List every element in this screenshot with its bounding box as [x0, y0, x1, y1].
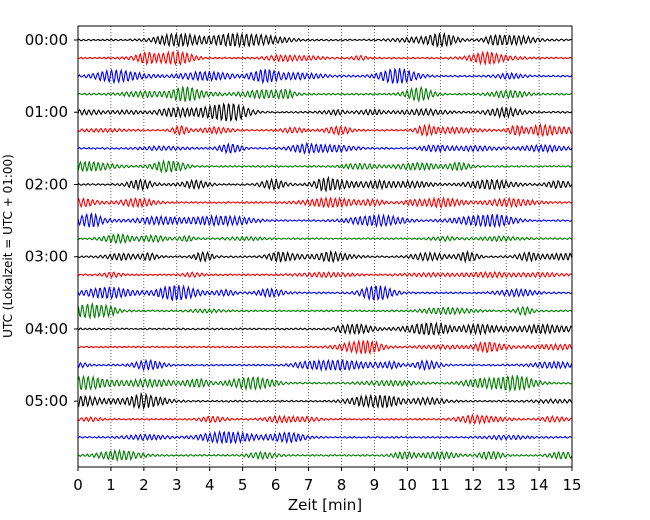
y-tick-label: 04:00 [25, 320, 68, 338]
x-tick-label: 3 [172, 476, 182, 494]
x-tick-label: 7 [304, 476, 314, 494]
plot-frame [77, 25, 573, 468]
seismogram-traces [77, 31, 573, 463]
trace-row [77, 284, 572, 302]
y-tick-label: 01:00 [25, 103, 68, 121]
trace-row [77, 196, 572, 209]
trace-row [77, 158, 572, 174]
trace-row [77, 233, 572, 245]
x-tick-label: 4 [205, 476, 215, 494]
trace-row [77, 249, 573, 264]
trace-row [77, 270, 572, 279]
trace-row [77, 175, 573, 193]
trace-row [77, 31, 572, 49]
x-tick-label: 12 [464, 476, 483, 494]
trace-row [77, 212, 572, 229]
x-tick-label: 10 [398, 476, 417, 494]
x-tick-label: 0 [73, 476, 83, 494]
trace-row [77, 391, 573, 411]
trace-row [77, 102, 572, 123]
y-axis-ticks: 00:00 01:00 02:00 03:00 04:00 05:00 [25, 31, 78, 410]
trace-row [77, 67, 573, 85]
x-tick-label: 11 [431, 476, 450, 494]
x-axis-label: Zeit [min] [288, 496, 362, 514]
trace-row [77, 321, 573, 336]
trace-row [77, 141, 573, 155]
x-tick-label: 8 [337, 476, 347, 494]
trace-row [77, 429, 572, 445]
trace-row [77, 85, 572, 104]
trace-row [77, 49, 572, 67]
y-tick-label: 03:00 [25, 248, 68, 266]
x-tick-label: 13 [497, 476, 516, 494]
y-tick-label: 00:00 [25, 31, 68, 49]
trace-row [77, 448, 573, 463]
x-tick-label: 5 [238, 476, 248, 494]
y-axis-label: UTC (Lokalzeit = UTC + 01:00) [1, 154, 15, 338]
trace-row [77, 339, 573, 356]
trace-row [77, 301, 572, 320]
trace-row [77, 122, 572, 138]
x-tick-label: 14 [530, 476, 549, 494]
y-tick-label: 05:00 [25, 392, 68, 410]
y-tick-label: 02:00 [25, 175, 68, 193]
x-tick-label: 2 [139, 476, 149, 494]
x-axis-ticks: 0 1 2 3 4 5 6 7 8 9 10 11 12 13 14 15 [73, 467, 582, 494]
x-tick-label: 1 [106, 476, 116, 494]
trace-row [77, 358, 573, 372]
x-tick-label: 15 [562, 476, 581, 494]
trace-row [77, 374, 572, 393]
x-tick-label: 6 [271, 476, 281, 494]
x-tick-label: 9 [370, 476, 380, 494]
trace-row [77, 413, 572, 426]
